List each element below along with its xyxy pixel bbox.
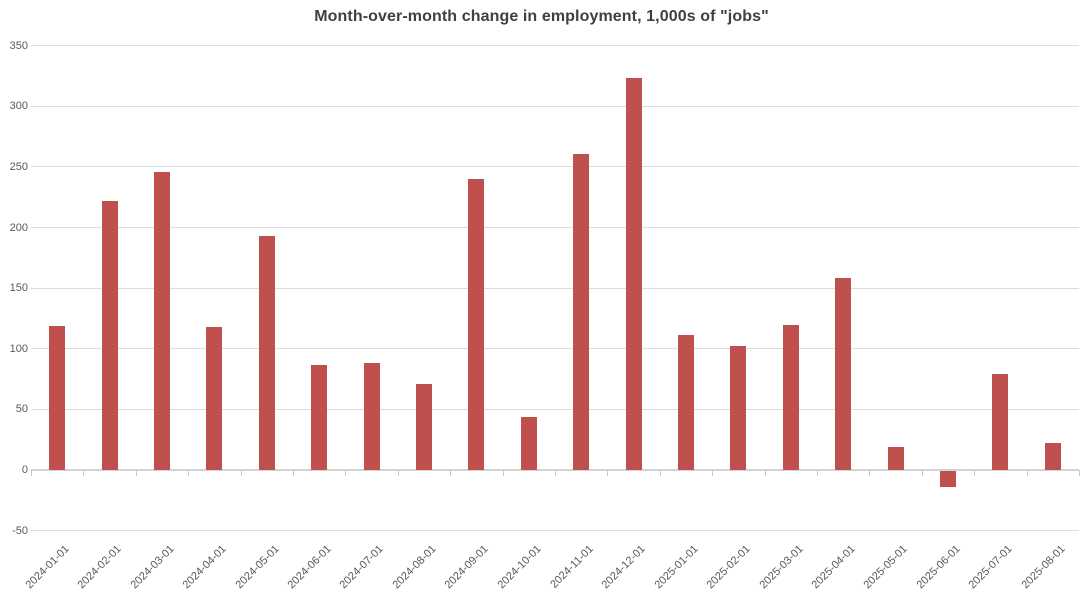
x-axis-tick-mark [240, 470, 242, 476]
x-axis-tick-label: 2024-10-01 [495, 543, 544, 592]
y-axis-tick-label: -50 [12, 524, 28, 537]
x-axis-tick-mark [974, 470, 976, 476]
gridline [31, 530, 1079, 532]
x-axis-tick-mark [555, 470, 556, 476]
bar [730, 346, 747, 470]
x-axis-tick-label: 2024-12-01 [599, 543, 649, 592]
gridline [31, 408, 1079, 410]
x-axis-tick-mark [450, 470, 452, 476]
y-axis-tick-label: 350 [9, 39, 28, 52]
x-axis-tick-label: 2024-08-01 [390, 543, 439, 592]
bar [154, 171, 170, 470]
x-axis-tick-mark [817, 470, 818, 476]
x-axis-tick-label: 2025-05-01 [861, 543, 911, 592]
bar [206, 326, 223, 470]
gridline [31, 166, 1079, 168]
x-axis-tick-mark [188, 470, 190, 476]
gridline [31, 105, 1079, 107]
x-axis-tick-mark [345, 470, 347, 476]
bar [468, 179, 485, 470]
gridline [31, 45, 1079, 47]
y-axis-tick-label: 0 [21, 464, 28, 476]
chart-title: Month-over-month change in employment, 1… [314, 8, 769, 25]
x-axis-tick-label: 2025-04-01 [809, 543, 858, 592]
x-axis-tick-label: 2024-03-01 [128, 543, 177, 592]
bar [311, 364, 328, 470]
bar [625, 78, 642, 470]
gridline [31, 287, 1079, 289]
x-axis-tick-mark [135, 470, 137, 476]
x-axis-tick-label: 2024-04-01 [180, 543, 229, 592]
x-axis-tick-mark [712, 470, 714, 476]
bar [573, 153, 590, 470]
x-axis-tick-label: 2025-07-01 [966, 543, 1015, 592]
bar [782, 324, 799, 470]
y-axis-tick-label: 100 [9, 342, 28, 355]
x-axis-tick-mark [83, 470, 85, 476]
bar [416, 383, 432, 470]
bar [887, 446, 904, 470]
x-axis-tick-label: 2024-07-01 [337, 543, 387, 592]
x-axis-tick-mark [921, 470, 923, 476]
x-axis-tick-label: 2024-11-01 [547, 543, 596, 591]
bar [520, 416, 537, 470]
x-axis-tick-label: 2025-01-01 [652, 543, 701, 592]
bar [678, 335, 694, 470]
y-axis-tick-label: 50 [15, 403, 28, 416]
x-axis-tick-mark [293, 470, 294, 476]
bar [940, 471, 956, 487]
x-axis-tick-mark [607, 470, 609, 476]
x-axis-tick-mark [397, 470, 399, 476]
y-axis-tick-label: 200 [9, 221, 28, 234]
bar [49, 325, 66, 470]
gridline [31, 227, 1079, 229]
x-axis-tick-mark [659, 470, 661, 476]
x-axis-tick-label: 2024-02-01 [75, 543, 125, 592]
y-axis-tick-label: 300 [9, 100, 28, 113]
bar [258, 236, 275, 470]
y-axis-tick-label: 250 [9, 160, 28, 173]
x-axis-tick-mark [764, 470, 766, 476]
bar [1044, 443, 1061, 470]
x-axis-tick-mark [502, 470, 504, 476]
bar [992, 374, 1009, 470]
x-axis-tick-label: 2025-06-01 [914, 543, 963, 592]
x-axis-tick-label: 2024-01-01 [23, 543, 72, 592]
x-axis-tick-label: 2025-03-01 [757, 543, 806, 592]
x-axis-tick-mark [1026, 470, 1028, 476]
x-axis-tick-label: 2024-09-01 [442, 543, 491, 592]
x-axis-tick-label: 2024-06-01 [285, 543, 334, 592]
x-axis-tick-label: 2025-08-01 [1019, 543, 1068, 592]
x-axis-tick-mark [31, 470, 32, 476]
x-axis-tick-label: 2024-05-01 [233, 543, 282, 592]
bar [101, 200, 118, 470]
x-axis-tick-mark [1079, 470, 1080, 476]
y-axis-tick-label: 150 [9, 282, 28, 295]
bar [363, 363, 380, 470]
x-axis-tick-label: 2025-02-01 [704, 543, 753, 592]
gridline [31, 348, 1079, 350]
x-axis-tick-mark [869, 470, 871, 476]
bar [835, 278, 852, 470]
